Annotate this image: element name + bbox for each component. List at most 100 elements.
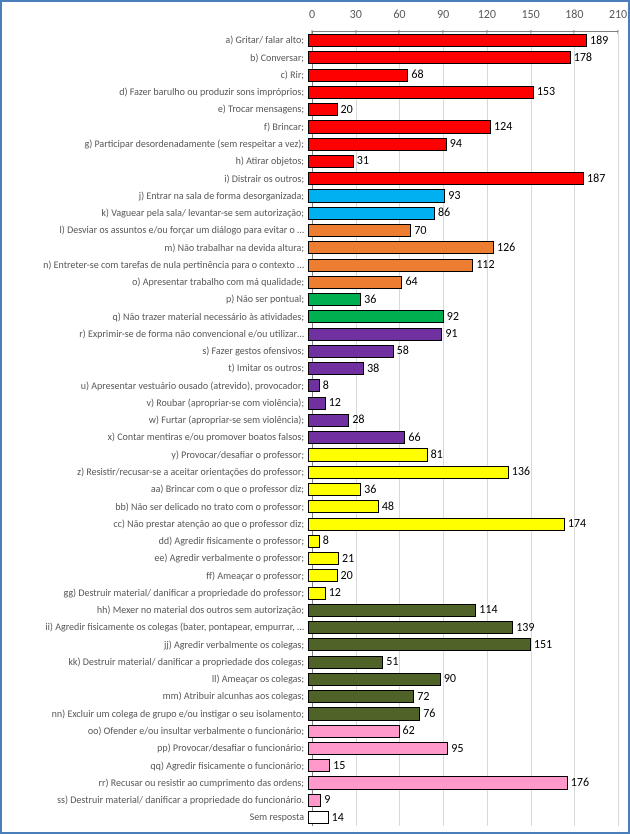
bar-row: mm) Atribuir alcunhas aos colegas; 72 — [8, 688, 618, 705]
bar-cell: 14 — [308, 809, 618, 826]
bar — [308, 310, 444, 323]
bar-cell: 95 — [308, 740, 618, 757]
category-label: ee) Agredir verbalmente o professor; — [8, 553, 308, 564]
bar-row: rr) Recusar ou resistir ao cumprimento d… — [8, 774, 618, 791]
value-label: 14 — [332, 811, 344, 825]
bar-cell: 36 — [308, 291, 618, 308]
category-label: mm) Atribuir alcunhas aos colegas; — [8, 691, 308, 702]
category-label: a) Gritar/ falar alto; — [8, 35, 308, 46]
category-label: k) Vaguear pela sala/ levantar-se sem au… — [8, 208, 308, 219]
category-label: nn) Excluir um colega de grupo e/ou inst… — [8, 709, 308, 720]
value-label: 70 — [414, 224, 426, 238]
bar-row: i) Distrair os outros;187 — [8, 170, 618, 187]
bar-cell: 76 — [308, 705, 618, 722]
bar-row: kk) Destruir material/ danificar a propr… — [8, 654, 618, 671]
bar — [308, 569, 338, 582]
value-label: 76 — [423, 707, 435, 721]
bar-cell: 8 — [308, 533, 618, 550]
category-label: ll) Ameaçar os colegas; — [8, 674, 308, 685]
x-tick-label: 180 — [565, 8, 583, 22]
bar — [308, 535, 320, 548]
bar — [308, 811, 329, 824]
x-tick-label: 150 — [521, 8, 539, 22]
x-tick-label: 90 — [437, 8, 449, 22]
bar-row: r) Exprimir-se de forma não convencional… — [8, 326, 618, 343]
category-label: u) Apresentar vestuário ousado (atrevido… — [8, 381, 308, 392]
category-label: o) Apresentar trabalho com má qualidade; — [8, 277, 308, 288]
bar — [308, 69, 408, 82]
value-label: 90 — [444, 672, 456, 686]
value-label: 92 — [447, 310, 459, 324]
category-label: hh) Mexer no material dos outros sem aut… — [8, 605, 308, 616]
bar — [308, 189, 445, 202]
category-label: b) Conversar; — [8, 53, 308, 64]
category-label: f) Brincar; — [8, 122, 308, 133]
bar — [308, 431, 405, 444]
bar-row: u) Apresentar vestuário ousado (atrevido… — [8, 377, 618, 394]
bar-row: bb) Não ser delicado no trato com o prof… — [8, 498, 618, 515]
category-label: t) Imitar os outros; — [8, 363, 308, 374]
bar-cell: 15 — [308, 757, 618, 774]
bar-cell: 51 — [308, 654, 618, 671]
bar-row: y) Provocar/desafiar o professor;81 — [8, 446, 618, 463]
category-label: p) Não ser pontual; — [8, 294, 308, 305]
bar-row: w) Furtar (apropriar-se sem violência);2… — [8, 412, 618, 429]
bar-cell: 8 — [308, 377, 618, 394]
x-axis: 0306090120150180210 — [312, 8, 618, 28]
bar-row: v) Roubar (apropriar-se com violência);1… — [8, 395, 618, 412]
bar-row: aa) Brincar com o que o professor diz;36 — [8, 481, 618, 498]
bar-row: ll) Ameaçar os colegas; 90 — [8, 671, 618, 688]
bar-row: k) Vaguear pela sala/ levantar-se sem au… — [8, 205, 618, 222]
category-label: oo) Ofender e/ou insultar verbalmente o … — [8, 726, 308, 737]
bar-row: ff) Ameaçar o professor;20 — [8, 567, 618, 584]
bar-row: n) Entreter-se com tarefas de nula perti… — [8, 256, 618, 273]
category-label: c) Rir; — [8, 70, 308, 81]
bar-cell: 86 — [308, 205, 618, 222]
bar — [308, 362, 364, 375]
value-label: 93 — [448, 189, 460, 203]
x-tick-label: 0 — [309, 8, 315, 22]
bar — [308, 587, 326, 600]
category-label: gg) Destruir material/ danificar a propr… — [8, 588, 308, 599]
bar-row: oo) Ofender e/ou insultar verbalmente o … — [8, 723, 618, 740]
bar-row: d) Fazer barulho ou produzir sons impróp… — [8, 84, 618, 101]
category-label: x) Contar mentiras e/ou promover boatos … — [8, 432, 308, 443]
category-label: g) Participar desordenadamente (sem resp… — [8, 139, 308, 150]
value-label: 31 — [357, 154, 369, 168]
value-label: 112 — [476, 258, 494, 272]
category-label: jj) Agredir verbalmente os colegas; — [8, 640, 308, 651]
bar — [308, 155, 354, 168]
value-label: 178 — [574, 51, 592, 65]
bar-row: ii) Agredir fisicamente os colegas (bate… — [8, 619, 618, 636]
value-label: 72 — [417, 690, 429, 704]
chart-container: 0306090120150180210 a) Gritar/ falar alt… — [0, 0, 630, 834]
bar-cell: 189 — [308, 32, 618, 49]
value-label: 8 — [323, 534, 329, 548]
bar-cell: 28 — [308, 412, 618, 429]
category-label: s) Fazer gestos ofensivos; — [8, 346, 308, 357]
category-label: ss) Destruir material/ danificar a propr… — [8, 795, 308, 806]
bar-cell: 36 — [308, 481, 618, 498]
value-label: 81 — [431, 448, 443, 462]
value-label: 114 — [479, 603, 497, 617]
category-label: dd) Agredir fisicamente o professor; — [8, 536, 308, 547]
bar — [308, 397, 326, 410]
bar — [308, 224, 411, 237]
bar-row: ss) Destruir material/ danificar a propr… — [8, 792, 618, 809]
bar — [308, 673, 441, 686]
bar-cell: 126 — [308, 239, 618, 256]
bar-cell: 174 — [308, 515, 618, 532]
bar-cell: 48 — [308, 498, 618, 515]
category-label: q) Não trazer material necessário às ati… — [8, 312, 308, 323]
bar-row: a) Gritar/ falar alto;189 — [8, 32, 618, 49]
value-label: 12 — [329, 586, 341, 600]
bar — [308, 328, 442, 341]
category-label: Sem resposta — [8, 812, 308, 823]
bar-cell: 151 — [308, 636, 618, 653]
bar — [308, 345, 394, 358]
bar-row: ee) Agredir verbalmente o professor;21 — [8, 550, 618, 567]
bar-row: qq) Agredir fisicamente o funcionário;15 — [8, 757, 618, 774]
bar-cell: 93 — [308, 187, 618, 204]
value-label: 139 — [516, 621, 534, 635]
x-tick-label: 210 — [609, 8, 627, 22]
